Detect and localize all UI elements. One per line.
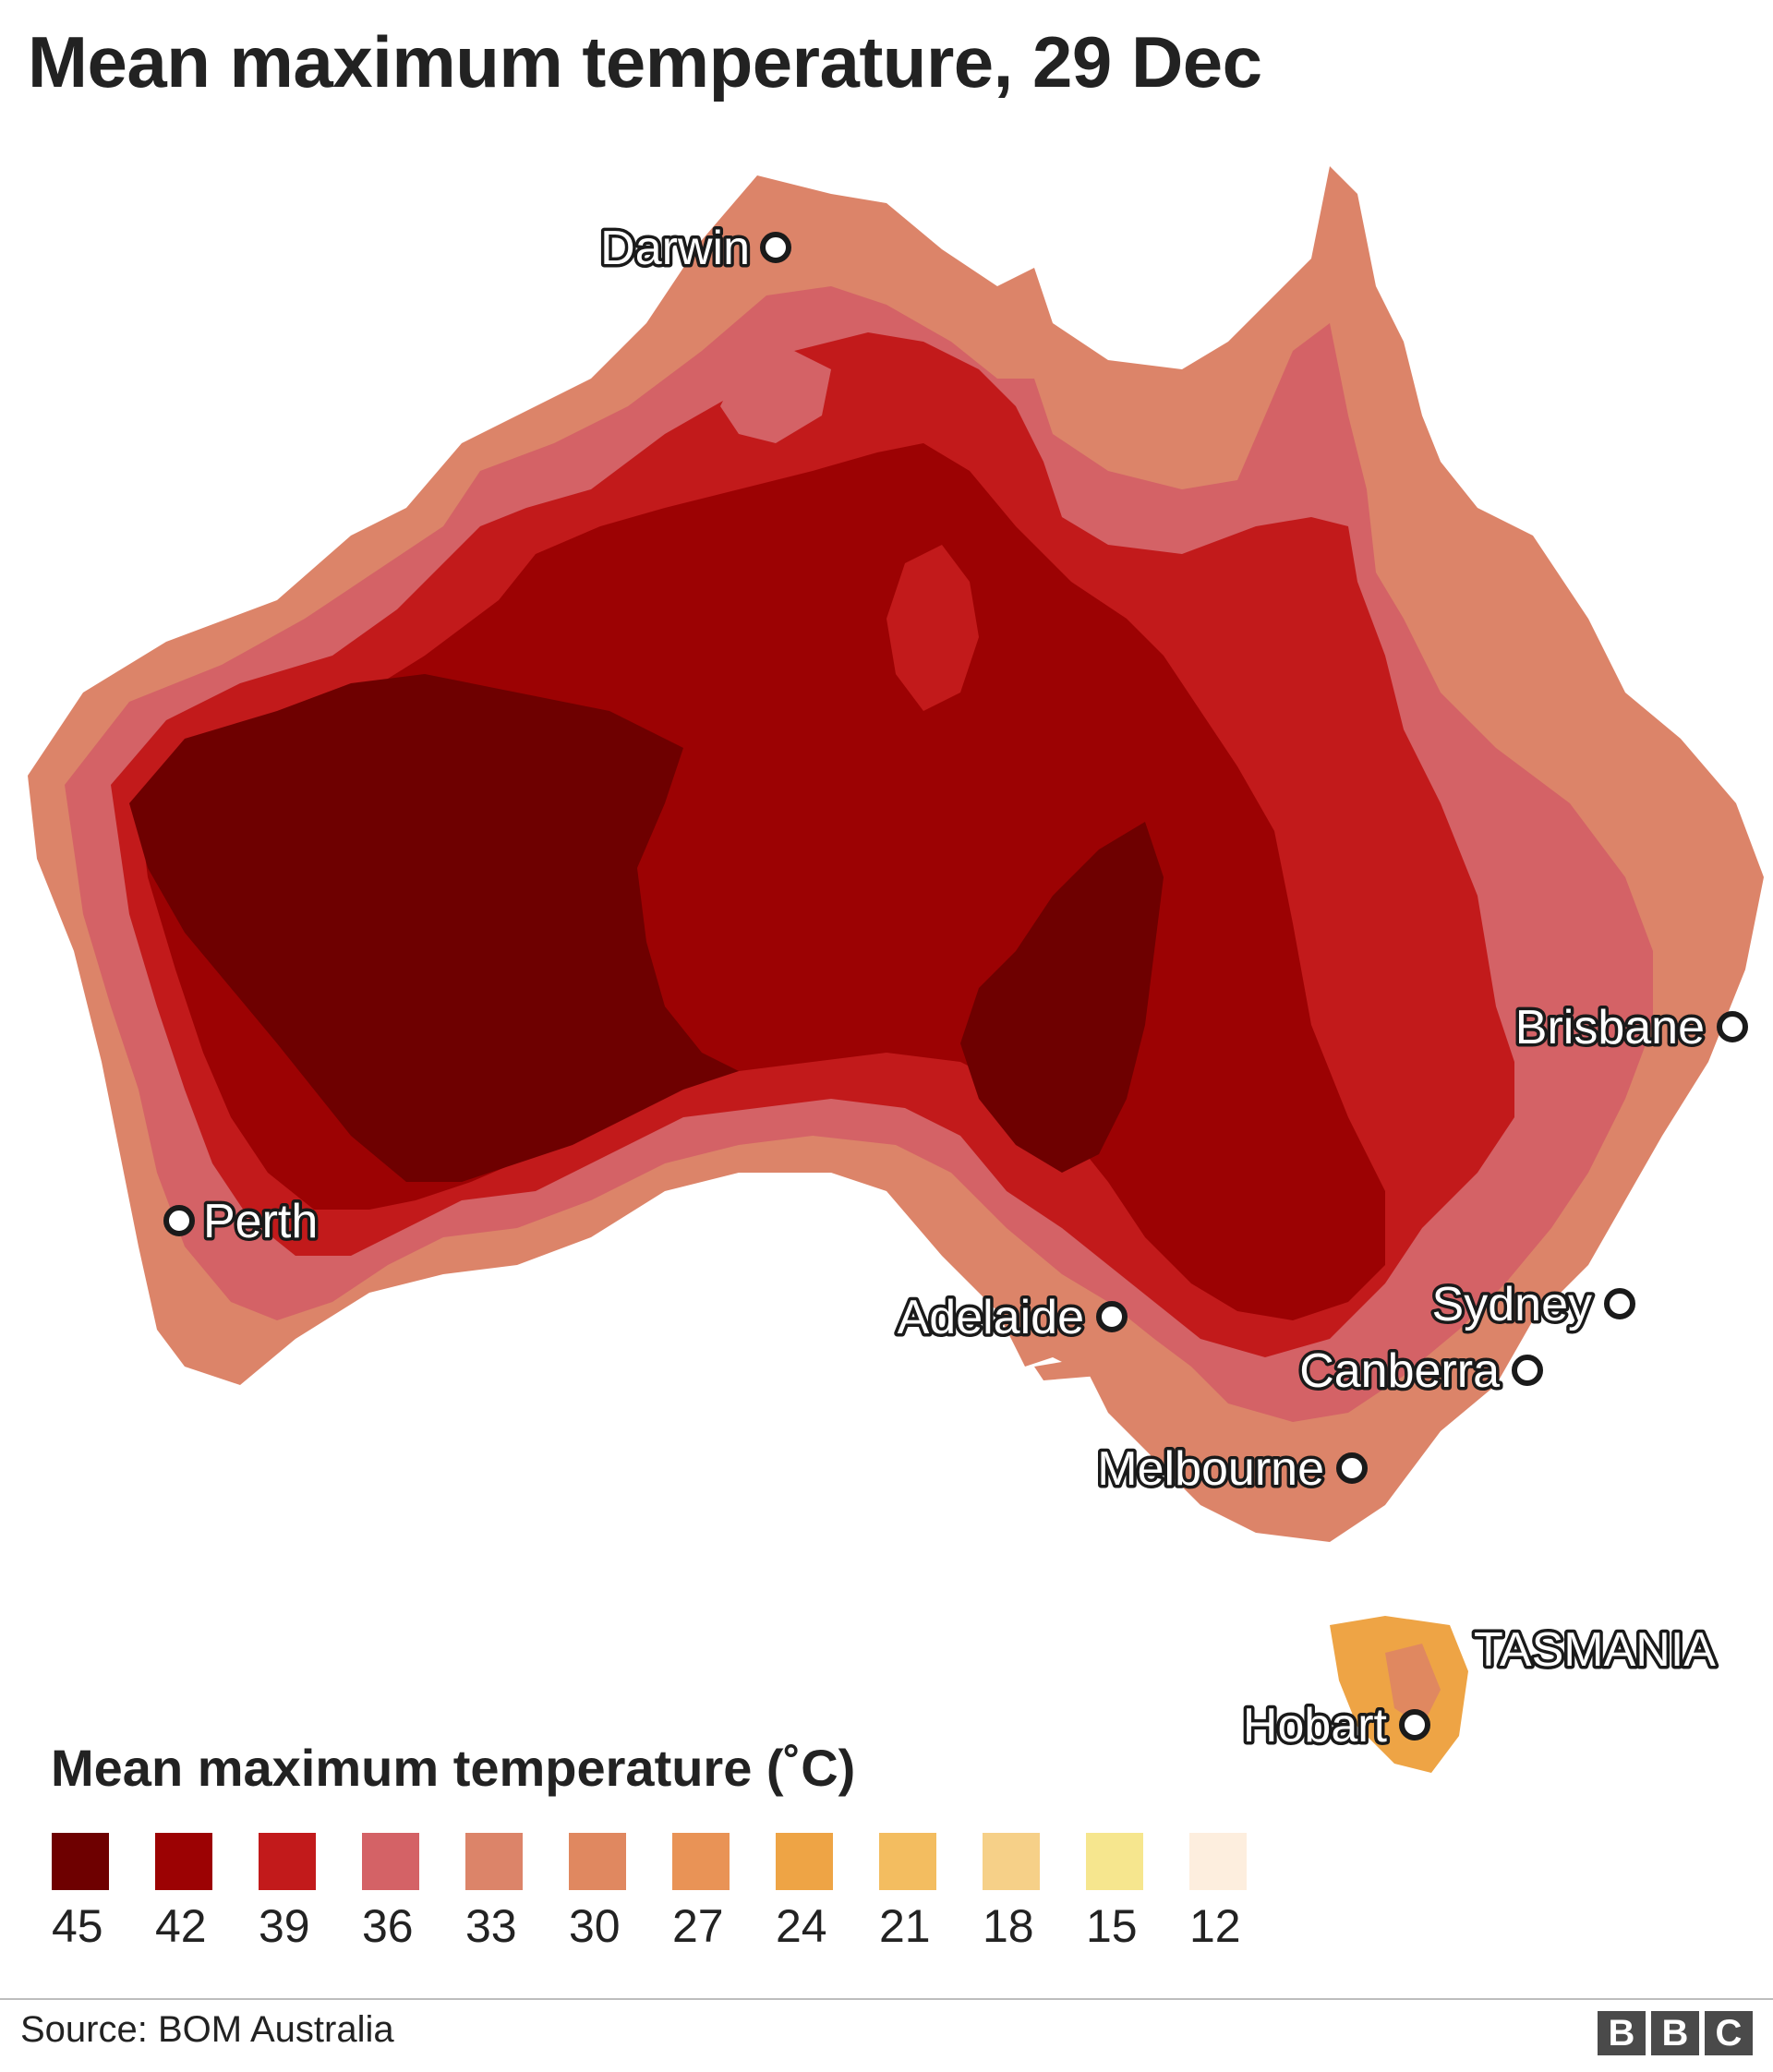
legend-swatch <box>983 1833 1040 1890</box>
city-label-darwin: Darwin <box>600 222 750 275</box>
city-hobart: Hobart <box>1239 1696 1430 1756</box>
city-dot <box>163 1205 195 1236</box>
legend-item-15: 15 <box>1086 1833 1189 1953</box>
city-dot <box>1512 1355 1543 1386</box>
legend-swatch <box>465 1833 523 1890</box>
footer-divider <box>0 1998 1773 2000</box>
temp-zone-45-west <box>129 674 739 1182</box>
legend-label: 21 <box>879 1900 931 1952</box>
temp-zone-36-patch <box>720 351 831 443</box>
source-note: Source: BOM Australia <box>20 2009 394 2050</box>
legend-swatch <box>672 1833 730 1890</box>
city-label-perth: Perth <box>203 1195 318 1248</box>
legend-label: 18 <box>983 1900 1034 1952</box>
legend-swatch <box>569 1833 626 1890</box>
chart-title: Mean maximum temperature, 29 Dec <box>28 21 1262 102</box>
legend-item-12: 12 <box>1189 1833 1293 1953</box>
city-dot <box>760 232 791 263</box>
bbc-logo: B B C <box>1598 2011 1753 2055</box>
legend-item-33: 33 <box>465 1833 569 1953</box>
city-label-brisbane: Brisbane <box>1515 1001 1705 1054</box>
legend-label: 33 <box>465 1900 517 1952</box>
legend-item-36: 36 <box>362 1833 465 1953</box>
legend-label: 36 <box>362 1900 414 1952</box>
kangaroo-island <box>1034 1357 1099 1380</box>
legend-swatch <box>362 1833 419 1890</box>
legend-item-45: 45 <box>52 1833 155 1953</box>
bbc-logo-block: B <box>1651 2011 1699 2055</box>
legend-label: 12 <box>1189 1900 1241 1952</box>
legend-item-18: 18 <box>983 1833 1086 1953</box>
city-label-hobart: Hobart <box>1243 1699 1388 1753</box>
bbc-logo-block: B <box>1598 2011 1646 2055</box>
legend-swatch <box>155 1833 212 1890</box>
legend-label: 42 <box>155 1900 207 1952</box>
legend-label: 15 <box>1086 1900 1138 1952</box>
legend-swatch <box>1189 1833 1247 1890</box>
legend-label: 24 <box>776 1900 827 1952</box>
city-adelaide: Adelaide <box>894 1288 1128 1348</box>
legend-label: 39 <box>259 1900 310 1952</box>
city-dot <box>1336 1452 1368 1484</box>
legend-swatch <box>1086 1833 1143 1890</box>
bbc-logo-block: C <box>1705 2011 1753 2055</box>
legend-label: 27 <box>672 1900 724 1952</box>
legend-item-21: 21 <box>879 1833 983 1953</box>
city-darwin: Darwin <box>597 219 791 279</box>
tasmania-warm <box>1385 1644 1441 1727</box>
legend-item-39: 39 <box>259 1833 362 1953</box>
city-label-melbourne: Melbourne <box>1097 1442 1324 1496</box>
australia-temperature-map: Darwin Brisbane Perth Adelaide Sydney Ca… <box>28 166 1764 1773</box>
city-brisbane: Brisbane <box>1512 998 1748 1058</box>
legend-swatch <box>776 1833 833 1890</box>
legend-item-42: 42 <box>155 1833 259 1953</box>
legend-swatch <box>52 1833 109 1890</box>
city-melbourne: Melbourne <box>1094 1440 1368 1500</box>
city-sydney: Sydney <box>1429 1275 1635 1335</box>
legend-label: 45 <box>52 1900 103 1952</box>
city-canberra: Canberra <box>1297 1342 1543 1402</box>
legend-item-27: 27 <box>672 1833 776 1953</box>
legend-swatch <box>259 1833 316 1890</box>
city-label-adelaide: Adelaide <box>898 1291 1084 1344</box>
legend-swatch <box>879 1833 936 1890</box>
region-label-tasmania: TASMANIA <box>1474 1623 1716 1677</box>
temp-zone-45-central <box>960 822 1164 1173</box>
city-dot <box>1399 1709 1430 1741</box>
city-label-sydney: Sydney <box>1432 1278 1592 1331</box>
city-perth: Perth <box>163 1192 321 1252</box>
city-dot <box>1096 1301 1128 1332</box>
legend-item-30: 30 <box>569 1833 672 1953</box>
legend-label: 30 <box>569 1900 621 1952</box>
city-label-canberra: Canberra <box>1299 1344 1500 1398</box>
legend-item-24: 24 <box>776 1833 879 1953</box>
legend: 45 42 39 36 33 30 27 24 21 18 15 12 <box>52 1833 1293 1953</box>
city-dot <box>1717 1011 1748 1042</box>
temp-zone-39-patch <box>886 545 979 711</box>
legend-title: Mean maximum temperature (˚C) <box>51 1739 856 1797</box>
city-dot <box>1604 1288 1635 1319</box>
